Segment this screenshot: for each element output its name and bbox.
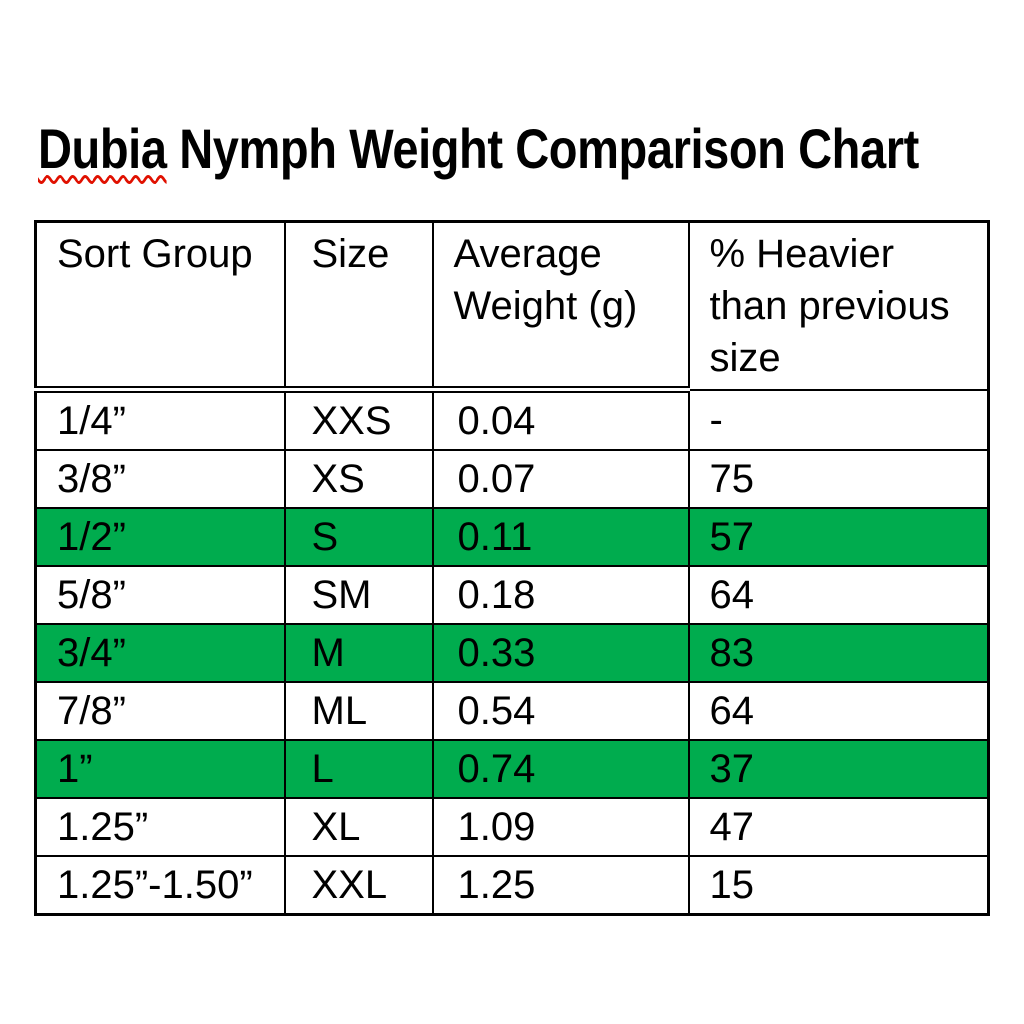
table-row: 7/8” ML 0.54 64 xyxy=(34,681,990,741)
cell-sort-group: 1/4” xyxy=(34,388,286,451)
title-rest: Nymph Weight Comparison Chart xyxy=(166,117,919,180)
column-header-pct-heavier: % Heavier than previous size xyxy=(687,220,990,391)
table-row: 5/8” SM 0.18 64 xyxy=(34,565,990,625)
cell-average-weight: 1.09 xyxy=(431,797,690,857)
table-row: 1/2” S 0.11 57 xyxy=(34,507,990,567)
cell-pct-heavier: 37 xyxy=(687,739,990,799)
column-header-sort-group: Sort Group xyxy=(34,220,286,393)
cell-sort-group: 3/8” xyxy=(34,449,286,509)
cell-size: S xyxy=(283,507,434,567)
table-row: 3/4” M 0.33 83 xyxy=(34,623,990,683)
cell-average-weight: 1.25 xyxy=(431,855,690,916)
weight-comparison-table: Sort Group Size Average Weight (g) % Hea… xyxy=(34,220,990,916)
page-title-text: Dubia Nymph Weight Comparison Chart xyxy=(38,121,919,177)
cell-size: XL xyxy=(283,797,434,857)
cell-size: M xyxy=(283,623,434,683)
table-header: Sort Group Size Average Weight (g) % Hea… xyxy=(34,220,990,393)
cell-sort-group: 5/8” xyxy=(34,565,286,625)
cell-average-weight: 0.18 xyxy=(431,565,690,625)
cell-pct-heavier: 57 xyxy=(687,507,990,567)
column-header-average-weight: Average Weight (g) xyxy=(431,220,690,393)
cell-average-weight: 0.54 xyxy=(431,681,690,741)
cell-size: XXL xyxy=(283,855,434,916)
column-header-size: Size xyxy=(283,220,434,393)
cell-pct-heavier: 15 xyxy=(687,855,990,916)
cell-sort-group: 1” xyxy=(34,739,286,799)
page-title: Dubia Nymph Weight Comparison Chart xyxy=(38,121,1024,177)
cell-sort-group: 3/4” xyxy=(34,623,286,683)
cell-sort-group: 1.25”-1.50” xyxy=(34,855,286,916)
cell-average-weight: 0.74 xyxy=(431,739,690,799)
table-row: 1.25”-1.50” XXL 1.25 15 xyxy=(34,855,990,916)
cell-pct-heavier: - xyxy=(687,388,990,451)
cell-pct-heavier: 47 xyxy=(687,797,990,857)
cell-size: L xyxy=(283,739,434,799)
table-body: 1/4” XXS 0.04 - 3/8” XS 0.07 75 1/2” S 0… xyxy=(34,388,990,916)
cell-average-weight: 0.11 xyxy=(431,507,690,567)
cell-size: XXS xyxy=(283,388,434,451)
title-misspelled-word: Dubia xyxy=(38,117,167,180)
table-row: 3/8” XS 0.07 75 xyxy=(34,449,990,509)
cell-sort-group: 1.25” xyxy=(34,797,286,857)
cell-average-weight: 0.33 xyxy=(431,623,690,683)
header-row: Sort Group Size Average Weight (g) % Hea… xyxy=(34,220,990,393)
table-row: 1/4” XXS 0.04 - xyxy=(34,388,990,451)
cell-pct-heavier: 75 xyxy=(687,449,990,509)
cell-pct-heavier: 83 xyxy=(687,623,990,683)
cell-pct-heavier: 64 xyxy=(687,681,990,741)
table-row: 1” L 0.74 37 xyxy=(34,739,990,799)
cell-pct-heavier: 64 xyxy=(687,565,990,625)
cell-size: ML xyxy=(283,681,434,741)
cell-sort-group: 1/2” xyxy=(34,507,286,567)
cell-sort-group: 7/8” xyxy=(34,681,286,741)
table-row: 1.25” XL 1.09 47 xyxy=(34,797,990,857)
cell-average-weight: 0.04 xyxy=(431,388,690,451)
cell-size: XS xyxy=(283,449,434,509)
cell-size: SM xyxy=(283,565,434,625)
cell-average-weight: 0.07 xyxy=(431,449,690,509)
